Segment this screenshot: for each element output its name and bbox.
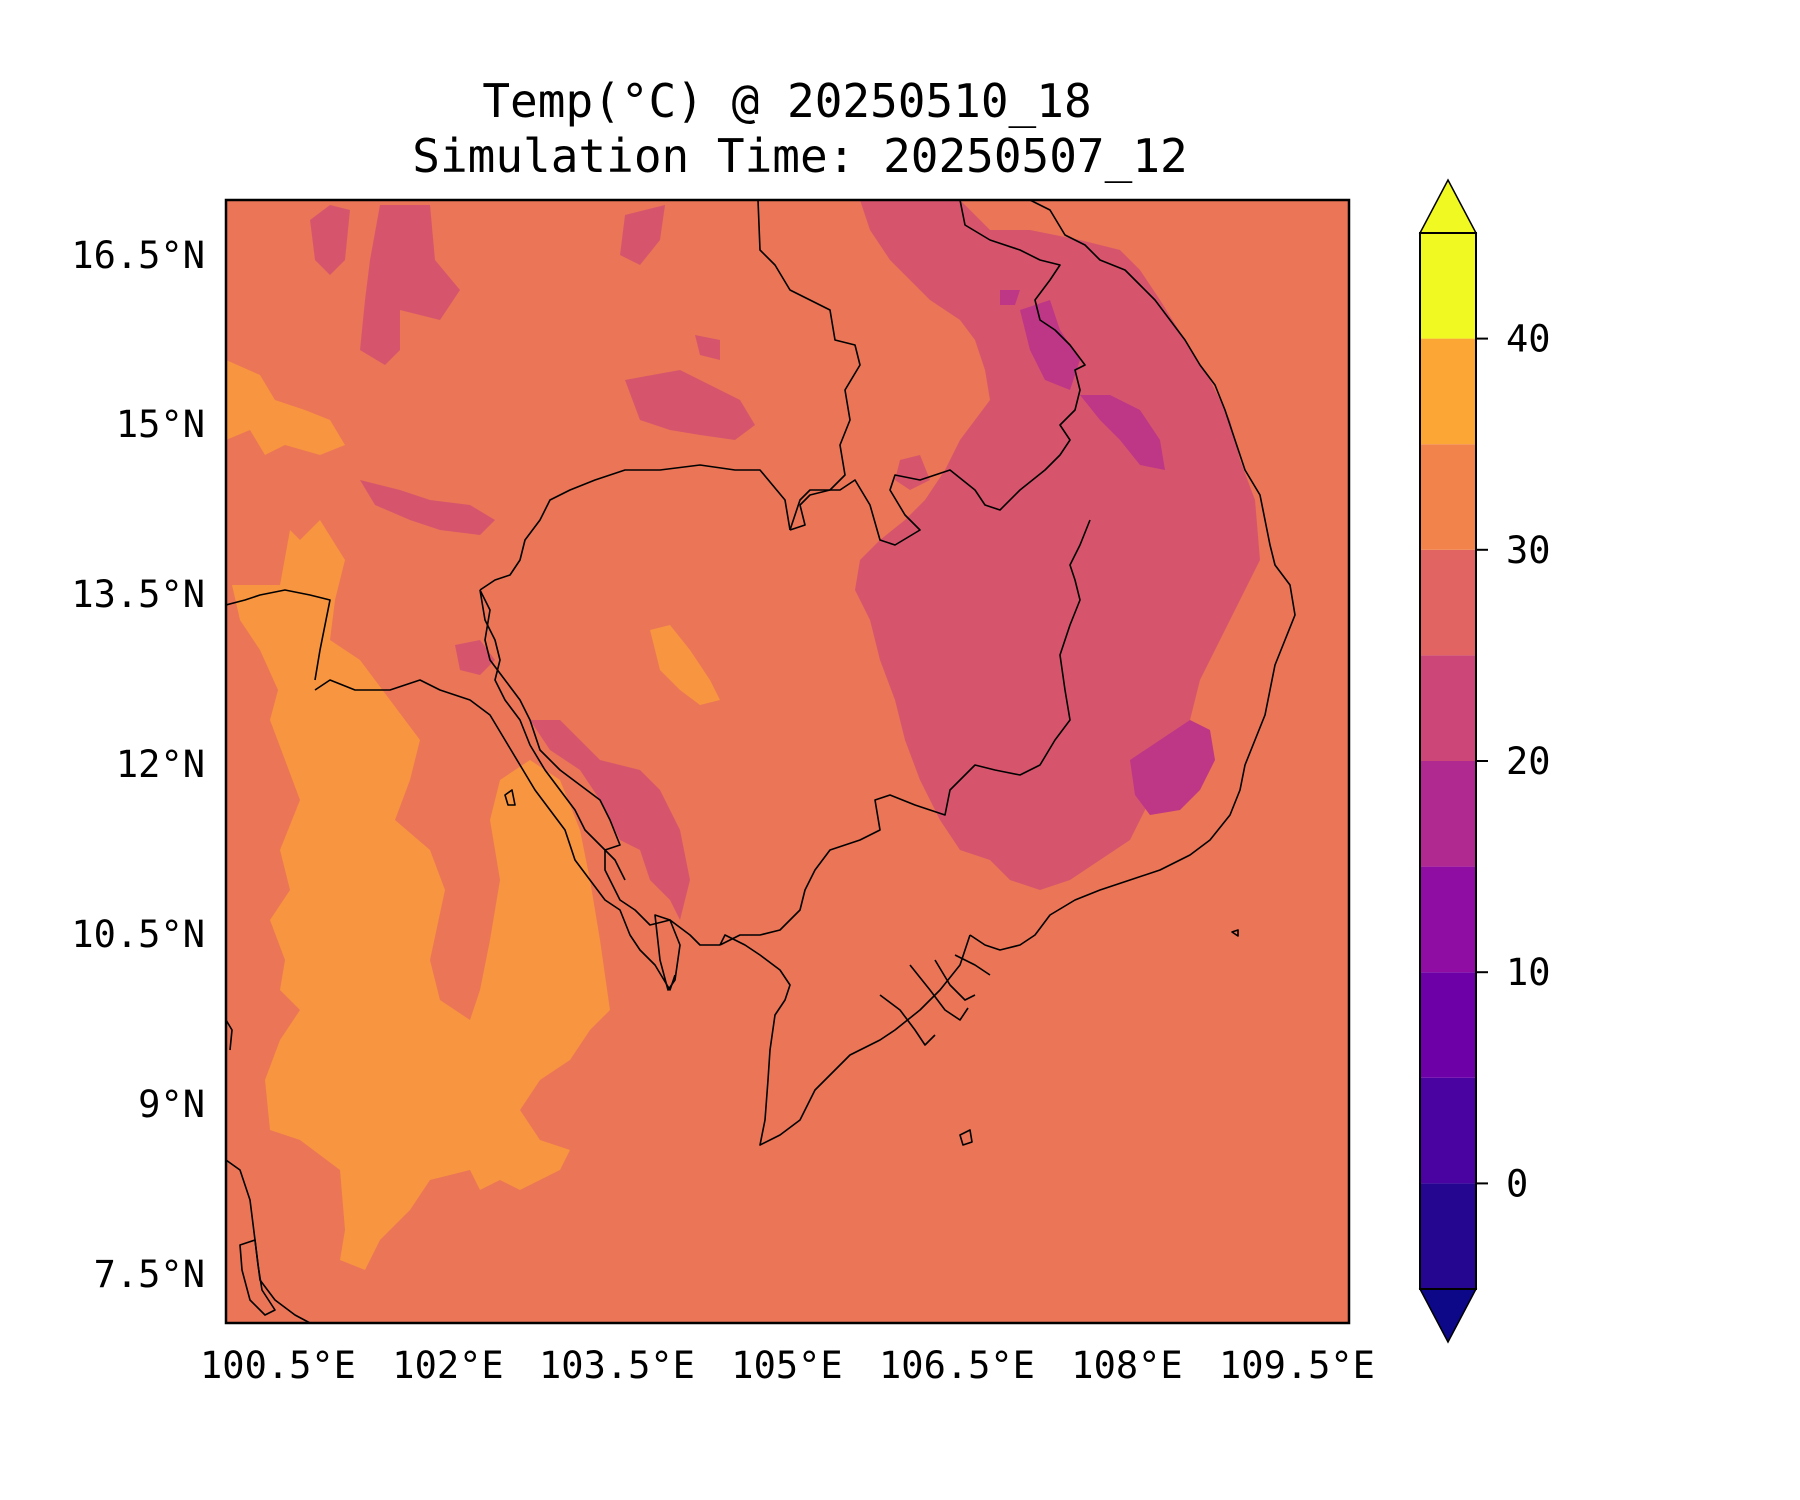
colorbar: 0 10 20 30 40	[1418, 178, 1551, 1344]
border-laos-vietnam	[789, 200, 1086, 546]
north-cool-spot	[695, 335, 720, 360]
colorbar-extend-min-arrow	[1418, 1288, 1478, 1344]
colorbar-segment	[1420, 444, 1476, 550]
colorbar-segments	[1420, 233, 1476, 1289]
border-west-inner	[479, 589, 626, 881]
colorbar-segment	[1420, 233, 1476, 339]
gulf-warm-zone	[232, 520, 610, 1270]
eastern-highland-cool-zone	[855, 200, 1260, 890]
lon-tick-label: 108°E	[1071, 1344, 1182, 1387]
colorbar-segment	[1420, 1077, 1476, 1184]
lat-tick-label: 9°N	[138, 1083, 205, 1126]
highland-cooler-spot	[1000, 290, 1020, 305]
colorbar-segment	[1420, 338, 1476, 445]
colorbar-ticks: 0 10 20 30 40	[1476, 318, 1551, 1205]
colorbar-tick-label: 20	[1506, 740, 1551, 783]
colorbar-tick-label: 10	[1506, 951, 1551, 994]
lon-tick-label: 100.5°E	[200, 1344, 356, 1387]
latitude-axis: 16.5°N 15°N 13.5°N 12°N 10.5°N 9°N 7.5°N	[71, 234, 205, 1296]
west-edge-coast	[226, 1019, 233, 1051]
colorbar-segment	[1420, 1183, 1476, 1289]
lon-tick-label: 105°E	[731, 1344, 842, 1387]
colorbar-segment	[1420, 972, 1476, 1078]
northwest-warm-zone	[226, 360, 345, 455]
colorbar-tick-label: 30	[1506, 529, 1551, 572]
border-thailand-laos	[757, 200, 861, 531]
north-cool-zone-1	[310, 205, 350, 275]
delta-channel-4	[954, 954, 991, 976]
coastline-and-borders	[226, 200, 1296, 1323]
colorbar-segment	[1420, 866, 1476, 973]
north-cool-zone-4	[625, 370, 755, 440]
longitude-axis: 100.5°E 102°E 103.5°E 105°E 106.5°E 108°…	[200, 1344, 1375, 1387]
thailand-gulf-head	[226, 589, 331, 681]
island-small-2	[959, 1129, 973, 1146]
thailand-east-coast	[314, 679, 676, 991]
colorbar-segment	[1420, 549, 1476, 656]
lat-tick-label: 16.5°N	[71, 234, 205, 277]
island-phu-quoc	[654, 914, 681, 991]
warm-zones	[226, 360, 720, 1270]
lon-tick-label: 109.5°E	[1219, 1344, 1375, 1387]
island-small-1	[504, 789, 516, 806]
north-cool-zone-2	[360, 205, 460, 365]
lat-tick-label: 10.5°N	[71, 913, 205, 956]
colorbar-tick-label: 0	[1506, 1162, 1528, 1205]
north-cool-zone-5	[360, 480, 495, 535]
map-frame	[224, 198, 1351, 1325]
mekong-delta-coast	[719, 934, 971, 1146]
lon-tick-label: 103.5°E	[539, 1344, 695, 1387]
delta-channel-2	[909, 964, 969, 1021]
vietnam-coastline	[969, 200, 1296, 951]
highland-cooler-zone-2	[1080, 395, 1165, 470]
temperature-field	[226, 200, 1349, 1323]
lat-tick-label: 15°N	[116, 403, 205, 446]
delta-channel-1	[879, 994, 936, 1046]
lon-tick-label: 106.5°E	[879, 1344, 1035, 1387]
east-cool-spot-2	[1010, 545, 1045, 575]
highland-cooler-zone-1	[1020, 300, 1080, 390]
lat-tick-label: 13.5°N	[71, 573, 205, 616]
east-cool-spot-1	[895, 455, 930, 490]
island-small-3	[1231, 929, 1239, 937]
map-subtitle: Simulation Time: 20250507_12	[412, 129, 1187, 183]
cool-zones	[310, 200, 1260, 920]
north-cool-zone-3	[620, 205, 665, 265]
colorbar-segment	[1420, 655, 1476, 761]
highland-cooler-zone-3	[1130, 720, 1215, 815]
west-cool-spot	[455, 640, 495, 675]
border-cambodia-vietnam	[719, 519, 1091, 946]
colorbar-segment	[1420, 761, 1476, 867]
lon-tick-label: 102°E	[392, 1344, 503, 1387]
cooler-zones	[1000, 290, 1215, 815]
colorbar-extend-max-arrow	[1418, 178, 1478, 234]
lat-tick-label: 12°N	[116, 743, 205, 786]
lat-tick-label: 7.5°N	[94, 1253, 205, 1296]
central-warm-spot	[650, 625, 720, 705]
colorbar-tick-label: 40	[1506, 318, 1551, 361]
delta-channel-3	[934, 959, 976, 1001]
island-southwest	[239, 1239, 276, 1316]
border-cambodia-thailand	[479, 464, 791, 591]
map-title: Temp(°C) @ 20250510_18	[482, 74, 1091, 128]
